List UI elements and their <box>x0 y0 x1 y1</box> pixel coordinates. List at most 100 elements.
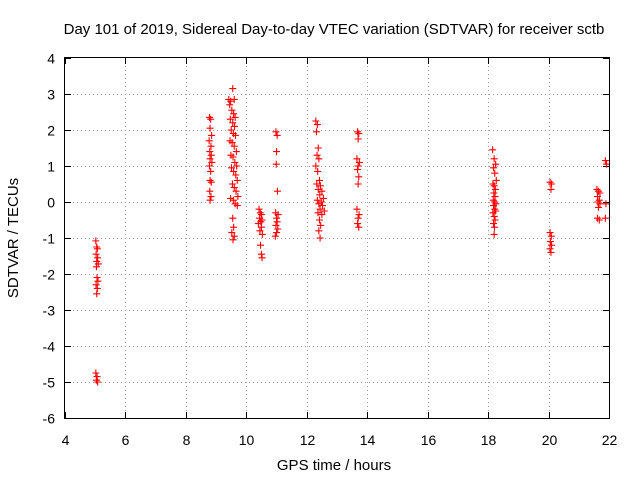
data-point <box>491 185 499 193</box>
data-point <box>207 193 215 201</box>
data-point <box>318 187 326 195</box>
data-point <box>312 128 320 136</box>
data-point <box>228 139 236 147</box>
data-point <box>490 189 498 197</box>
data-point <box>313 121 321 129</box>
data-point <box>273 148 281 156</box>
data-point <box>230 95 238 103</box>
data-point <box>353 205 361 213</box>
data-point <box>92 369 100 377</box>
x-tick-label: 16 <box>421 432 437 448</box>
data-point <box>92 237 100 245</box>
data-point <box>490 164 498 172</box>
data-point <box>315 216 323 224</box>
data-point <box>232 148 240 156</box>
data-point <box>490 220 498 228</box>
data-point <box>233 202 241 210</box>
data-point <box>272 160 280 168</box>
data-point <box>229 119 237 127</box>
data-point <box>490 223 498 231</box>
data-point <box>601 157 609 165</box>
data-point <box>548 241 556 249</box>
data-point <box>92 263 100 271</box>
data-point <box>316 182 324 190</box>
data-point <box>231 131 239 139</box>
data-point <box>206 196 214 204</box>
data-point <box>271 232 279 240</box>
data-point <box>603 160 611 168</box>
data-point <box>354 135 362 143</box>
data-point <box>274 225 282 233</box>
x-tick-label: 4 <box>62 432 70 448</box>
data-point <box>314 185 322 193</box>
data-point <box>353 155 361 163</box>
data-point <box>316 234 324 242</box>
data-point <box>257 211 265 219</box>
data-point <box>546 238 554 246</box>
data-point <box>94 254 102 262</box>
plot-frame <box>64 57 610 419</box>
x-tick-label: 20 <box>542 432 558 448</box>
data-point <box>208 131 216 139</box>
data-point <box>230 184 238 192</box>
data-point <box>258 230 266 238</box>
data-point <box>272 221 280 229</box>
data-point <box>229 236 237 244</box>
data-point <box>548 180 556 188</box>
data-point <box>93 274 101 282</box>
data-point <box>492 160 500 168</box>
data-point <box>318 211 326 219</box>
data-point <box>316 205 324 213</box>
data-point <box>206 148 214 156</box>
x-tick-label: 10 <box>239 432 255 448</box>
data-point <box>229 214 237 222</box>
data-point <box>354 166 362 174</box>
data-point <box>231 122 239 130</box>
data-point <box>313 196 321 204</box>
data-point <box>595 216 603 224</box>
data-point <box>355 158 363 166</box>
data-point <box>232 171 240 179</box>
data-point <box>546 245 554 253</box>
y-tick-label: 3 <box>47 87 55 103</box>
data-point <box>229 196 237 204</box>
data-point <box>546 229 554 237</box>
data-point <box>207 115 215 123</box>
data-point <box>205 162 213 170</box>
data-point <box>355 223 363 231</box>
y-tick-label: -2 <box>43 267 56 283</box>
data-point <box>491 193 499 201</box>
x-tick-label: 8 <box>183 432 191 448</box>
data-point <box>207 167 215 175</box>
data-point <box>231 158 239 166</box>
data-point <box>94 277 102 285</box>
data-point <box>92 250 100 258</box>
data-point <box>273 214 281 222</box>
y-tick-label: 2 <box>47 123 55 139</box>
data-point <box>315 155 323 163</box>
data-point <box>489 146 497 154</box>
data-point <box>318 202 326 210</box>
data-point <box>492 176 500 184</box>
data-point <box>228 164 236 172</box>
data-point <box>490 202 498 210</box>
data-point <box>315 200 323 208</box>
x-tick-label: 22 <box>602 432 618 448</box>
data-point <box>230 167 238 175</box>
data-point <box>490 182 498 190</box>
data-point <box>230 223 238 231</box>
data-point <box>256 227 264 235</box>
data-point <box>227 126 235 134</box>
y-tick-label: -1 <box>43 231 56 247</box>
data-point <box>255 205 263 213</box>
data-point <box>490 212 498 220</box>
data-point <box>316 191 324 199</box>
y-tick-label: 4 <box>47 51 55 67</box>
data-point <box>313 180 321 188</box>
x-tick-label: 12 <box>300 432 316 448</box>
data-point <box>312 162 320 170</box>
data-point <box>93 290 101 298</box>
y-tick-label: -4 <box>43 339 56 355</box>
data-point <box>596 189 604 197</box>
